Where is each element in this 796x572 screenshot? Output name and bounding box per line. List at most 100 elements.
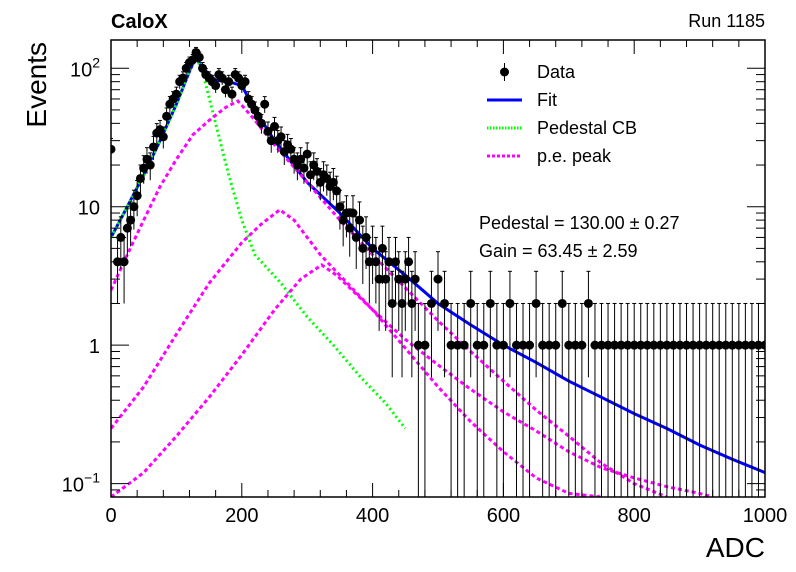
data-marker — [420, 340, 430, 350]
data-point — [368, 225, 378, 285]
data-point — [345, 208, 355, 257]
data-marker — [338, 215, 348, 225]
data-point — [688, 302, 698, 497]
data-marker — [668, 340, 678, 350]
data-marker — [397, 298, 407, 308]
data-marker — [400, 274, 410, 284]
data-marker — [145, 160, 155, 170]
x-axis-title: ADC — [706, 532, 765, 563]
data-marker — [162, 111, 172, 121]
run-label: Run 1185 — [688, 11, 765, 31]
data-point — [714, 302, 724, 497]
plot-frame — [110, 39, 766, 498]
data-point — [404, 236, 414, 304]
data-marker — [518, 340, 528, 350]
data-marker — [266, 136, 276, 146]
data-point — [505, 270, 515, 378]
data-point — [662, 302, 672, 497]
data-point — [266, 130, 276, 153]
data-marker — [227, 89, 237, 99]
data-marker — [446, 340, 456, 350]
data-point — [276, 126, 286, 149]
data-point — [158, 126, 168, 149]
data-point — [498, 302, 508, 497]
data-marker — [296, 154, 306, 164]
data-marker — [479, 340, 489, 350]
data-marker — [341, 208, 351, 218]
data-marker — [583, 298, 593, 308]
data-point — [583, 270, 593, 378]
data-point — [387, 270, 397, 378]
data-marker — [426, 298, 436, 308]
data-marker — [368, 243, 378, 253]
data-marker — [688, 340, 698, 350]
data-point — [194, 51, 204, 64]
data-point — [407, 270, 417, 378]
data-marker — [525, 340, 535, 350]
legend-entry: Fit — [487, 90, 557, 110]
data-marker — [714, 340, 724, 350]
legend-label: Pedestal CB — [537, 118, 637, 138]
data-marker — [597, 340, 606, 350]
data-marker — [364, 257, 374, 267]
data-marker — [531, 298, 541, 308]
data-marker — [240, 77, 250, 87]
data-marker — [302, 149, 312, 159]
data-point — [453, 302, 463, 497]
data-point — [708, 302, 718, 497]
data-marker — [194, 52, 204, 62]
data-marker — [459, 340, 469, 350]
data-point — [525, 302, 535, 497]
data-point — [747, 302, 757, 497]
data-point — [675, 302, 685, 497]
data-marker — [220, 85, 230, 95]
data-marker — [590, 340, 600, 350]
data-point — [328, 168, 338, 201]
data-point — [171, 86, 181, 103]
data-marker — [623, 340, 633, 350]
data-marker — [387, 298, 397, 308]
data-marker — [485, 298, 495, 308]
data-marker — [649, 340, 659, 350]
y-tick-label: 10 — [78, 198, 100, 220]
data-point — [701, 302, 711, 497]
data-marker — [149, 142, 159, 152]
curve-p-e-peak-3 — [111, 263, 714, 497]
data-point — [564, 302, 574, 497]
data-point — [426, 270, 436, 378]
data-point — [538, 302, 548, 497]
data-point — [322, 164, 332, 196]
data-point — [211, 78, 221, 93]
data-point — [597, 302, 606, 497]
data-marker — [371, 257, 381, 267]
data-marker — [129, 202, 139, 212]
data-marker — [675, 340, 685, 350]
data-marker — [616, 340, 626, 350]
data-point — [459, 302, 469, 497]
data-marker — [263, 126, 273, 136]
data-marker — [708, 340, 718, 350]
data-marker — [407, 298, 417, 308]
data-marker — [701, 340, 711, 350]
data-marker — [394, 274, 404, 284]
data-point — [162, 107, 172, 126]
data-point — [485, 270, 495, 378]
data-marker — [570, 340, 580, 350]
data-point — [616, 302, 626, 497]
data-marker — [116, 232, 126, 242]
data-marker — [440, 298, 450, 308]
x-tick-label: 200 — [225, 505, 258, 527]
data-marker — [727, 340, 737, 350]
data-point — [727, 302, 737, 497]
gain-fit-result: Gain = 63.45 ± 2.59 — [479, 241, 638, 261]
data-marker — [404, 257, 414, 267]
data-point — [400, 251, 410, 331]
legend-entry: Data — [500, 62, 576, 82]
legend-entry: Pedestal CB — [487, 118, 637, 138]
data-marker — [381, 274, 391, 284]
data-point — [603, 302, 613, 497]
data-marker — [629, 340, 639, 350]
data-point — [551, 302, 561, 497]
data-point — [371, 236, 381, 304]
